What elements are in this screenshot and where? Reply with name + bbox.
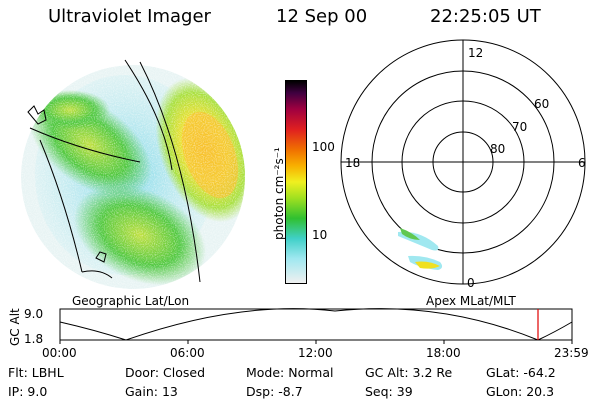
- date-label: 12 Sep 00: [276, 6, 368, 27]
- colorbar-tick-100: 100: [312, 140, 335, 154]
- mlt-label-0: 0: [467, 276, 475, 290]
- colorbar-tick-10: 10: [312, 228, 328, 242]
- info-ip: IP: 9.0: [8, 384, 48, 399]
- lat-label-60: 60: [534, 97, 550, 111]
- mlt-label-12: 12: [468, 46, 484, 60]
- timeline-x-tick-2359: 23:59: [554, 346, 589, 360]
- info-gc-alt: GC Alt: 3.2 Re: [365, 365, 453, 380]
- uv-disk: [21, 65, 245, 289]
- timeline-x-tick-1800: 18:00: [426, 346, 461, 360]
- info-glat: GLat: -64.2: [486, 365, 556, 380]
- lat-label-80: 80: [490, 142, 506, 156]
- info-mode: Mode: Normal: [246, 365, 334, 380]
- mlt-label-18: 18: [345, 156, 361, 170]
- info-seq: Seq: 39: [365, 384, 413, 399]
- info-glon: GLon: 20.3: [486, 384, 555, 399]
- colorbar: [285, 80, 307, 284]
- instrument-title: Ultraviolet Imager: [48, 6, 211, 27]
- info-gain: Gain: 13: [125, 384, 178, 399]
- timeline-x-tick-0000: 00:00: [42, 346, 77, 360]
- timeline-x-tick-1200: 12:00: [298, 346, 333, 360]
- timeline-x-tick-0600: 06:00: [170, 346, 205, 360]
- mlt-label-6: 6: [578, 156, 586, 170]
- info-dsp: Dsp: -8.7: [246, 384, 303, 399]
- left-panel-caption: Geographic Lat/Lon: [72, 294, 190, 308]
- lat-label-70: 70: [512, 120, 528, 134]
- polar-aurora: [398, 228, 443, 270]
- info-flt: Flt: LBHL: [8, 365, 64, 380]
- polar-caption: Apex MLat/MLT: [426, 294, 516, 308]
- time-label: 22:25:05 UT: [430, 6, 541, 27]
- timeline-y-tick-9: 9.0: [24, 307, 44, 321]
- timeline-y-tick-1-8: 1.8: [24, 332, 44, 346]
- info-door: Door: Closed: [125, 365, 206, 380]
- geographic-grid: [27, 59, 201, 283]
